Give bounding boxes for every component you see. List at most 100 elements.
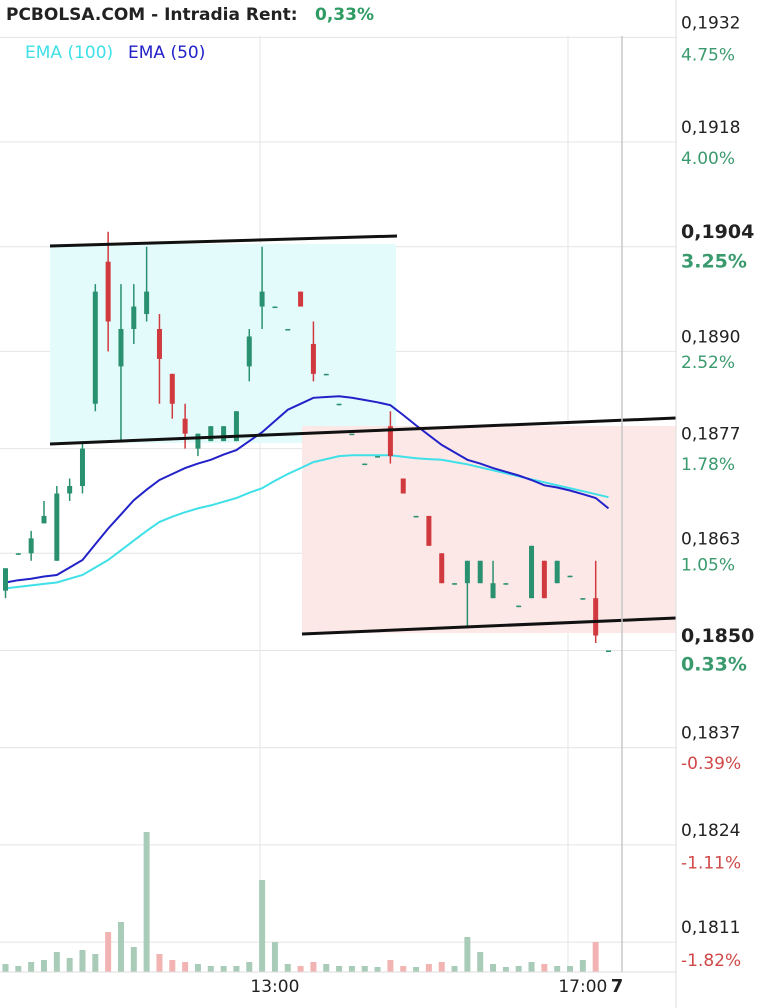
candle-body — [41, 515, 47, 524]
candle-body — [541, 560, 547, 599]
y2-tick-label: 0.33% — [681, 653, 747, 675]
candle-body — [3, 568, 8, 591]
channel-zone — [302, 426, 676, 633]
volume-bar — [348, 966, 355, 972]
volume-bar — [400, 966, 407, 972]
x-tick-label: 17:00 — [558, 977, 607, 997]
candle-body — [259, 291, 265, 307]
candle-body — [233, 411, 239, 442]
legend-entry: EMA (100) — [25, 43, 113, 63]
y-tick-label: 0,1811 — [681, 918, 740, 938]
candle-body — [310, 343, 316, 374]
ema-line — [5, 395, 610, 584]
y-tick-label: 0,1904 — [681, 221, 754, 243]
volume-bar — [271, 942, 278, 972]
candle-body — [516, 605, 522, 608]
candle-body — [593, 598, 599, 636]
volume-bar — [40, 960, 47, 972]
volume-bar — [310, 962, 317, 972]
cursor-label: 7 — [611, 976, 624, 997]
candle-body — [580, 598, 586, 600]
candle-body — [131, 306, 137, 329]
volume-bar — [92, 954, 99, 972]
legend-entry: EMA (50) — [128, 43, 205, 63]
candle-body — [503, 583, 509, 585]
volume-bar — [297, 966, 304, 972]
volume-bar — [464, 937, 471, 972]
candle-body — [208, 426, 214, 442]
volume-bar — [374, 967, 381, 972]
volume-bar — [477, 952, 484, 972]
x-tick-label: 13:00 — [250, 977, 299, 997]
chart-subtitle: 0,33% — [315, 5, 374, 25]
channel-zone — [50, 244, 396, 443]
y2-tick-label: 2.52% — [681, 353, 735, 373]
candle-body — [156, 328, 162, 359]
y-tick-label: 0,1918 — [681, 118, 740, 138]
candle-body — [79, 448, 85, 486]
volume-bar — [246, 962, 253, 972]
candle-body — [567, 575, 573, 578]
candle-body — [336, 403, 342, 406]
volume-bar — [361, 966, 368, 972]
ema-line — [5, 454, 609, 590]
candle-body — [400, 478, 406, 494]
volume-bar — [336, 966, 343, 972]
volume-bar — [413, 967, 420, 972]
candle-body — [375, 456, 381, 458]
y-tick-label: 0,1824 — [681, 821, 740, 841]
candle-body — [92, 291, 98, 404]
candle-body — [28, 538, 34, 554]
y2-tick-label: -0.39% — [681, 754, 741, 774]
axis-labels: 0,1932 0,1918 0,1904 0,1890 0,1877 0,1863 0,18… — [250, 13, 754, 997]
volume-bar — [194, 964, 201, 972]
candle-body — [323, 373, 329, 376]
volume-bar — [515, 966, 522, 972]
volume-bar — [579, 960, 586, 972]
candle-body — [15, 553, 21, 555]
volume-bar — [567, 966, 574, 972]
volume-bar — [105, 932, 112, 972]
volume-bar — [438, 962, 445, 972]
volume-bar — [2, 964, 9, 972]
candle-body — [221, 426, 227, 442]
y2-tick-label: 4.00% — [681, 149, 735, 169]
candle-body — [490, 583, 496, 599]
volume-bar — [79, 950, 86, 972]
trend-line — [301, 616, 677, 636]
volume-bar — [220, 966, 227, 972]
candle-body — [54, 493, 60, 561]
volume-bar — [541, 964, 548, 972]
candle-body — [246, 336, 252, 367]
trend-line — [49, 416, 677, 446]
volume-bar — [502, 967, 509, 972]
volume-bar — [259, 880, 266, 972]
volume-bar — [323, 964, 330, 972]
volume-bar — [233, 966, 240, 972]
volume-bar — [28, 962, 35, 972]
volume-bar — [592, 942, 599, 972]
candle-body — [439, 553, 445, 584]
volume-bar — [451, 966, 458, 972]
volume-bar — [490, 964, 497, 972]
volume-bar — [554, 966, 561, 972]
candle-body — [105, 261, 111, 322]
y2-tick-label: -1.11% — [681, 853, 741, 873]
candle-body — [413, 515, 419, 518]
volume-bar — [143, 832, 150, 972]
candle-body — [195, 433, 201, 449]
candle-body — [529, 545, 535, 599]
candle-body — [464, 560, 470, 584]
volume-bar — [284, 964, 291, 972]
candle-body — [452, 583, 458, 585]
candle-body — [67, 486, 73, 494]
y2-tick-label: -1.82% — [681, 951, 741, 971]
y-tick-label: 0,1932 — [681, 13, 740, 33]
y2-tick-label: 3.25% — [681, 251, 747, 273]
y-tick-label: 0,1837 — [681, 724, 740, 744]
candle-body — [182, 418, 188, 434]
volume-bar — [182, 962, 189, 972]
volume-bar — [425, 964, 432, 972]
volume-bar — [53, 952, 60, 972]
